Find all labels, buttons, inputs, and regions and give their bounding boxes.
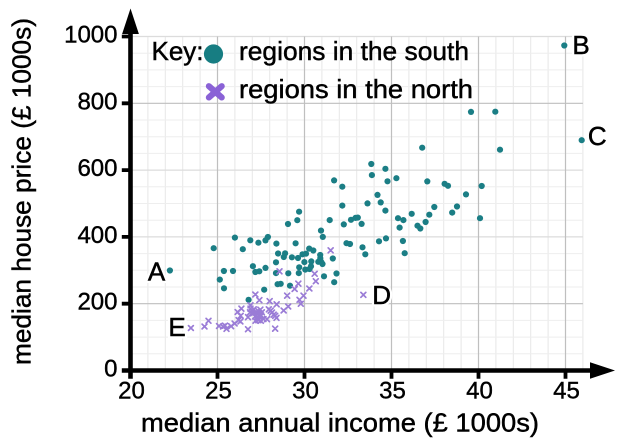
- svg-text:C: C: [588, 121, 607, 151]
- svg-text:median annual income (£ 1000s): median annual income (£ 1000s): [141, 408, 539, 438]
- svg-text:20: 20: [118, 378, 145, 405]
- svg-text:A: A: [148, 257, 166, 287]
- svg-text:D: D: [372, 280, 391, 310]
- svg-text:30: 30: [292, 378, 319, 405]
- svg-text:40: 40: [466, 378, 493, 405]
- svg-text:45: 45: [553, 378, 580, 405]
- svg-text:regions in the south: regions in the south: [239, 36, 469, 66]
- svg-text:200: 200: [77, 289, 117, 316]
- svg-text:C: C: [588, 121, 607, 151]
- svg-text:800: 800: [77, 88, 117, 115]
- svg-text:B: B: [572, 30, 589, 60]
- svg-text:600: 600: [77, 155, 117, 182]
- svg-text:E: E: [168, 312, 185, 342]
- svg-text:B: B: [572, 30, 589, 60]
- svg-text:A: A: [148, 257, 166, 287]
- svg-text:E: E: [168, 312, 185, 342]
- svg-text:median house price (£ 1000s): median house price (£ 1000s): [7, 18, 37, 365]
- svg-text:regions in the north: regions in the north: [239, 74, 473, 104]
- svg-text:Key:: Key:: [152, 36, 204, 66]
- svg-text:D: D: [372, 280, 391, 310]
- svg-text:35: 35: [379, 378, 406, 405]
- svg-text:400: 400: [77, 222, 117, 249]
- svg-text:25: 25: [205, 378, 232, 405]
- svg-text:1000: 1000: [64, 22, 117, 49]
- svg-text:0: 0: [104, 356, 117, 383]
